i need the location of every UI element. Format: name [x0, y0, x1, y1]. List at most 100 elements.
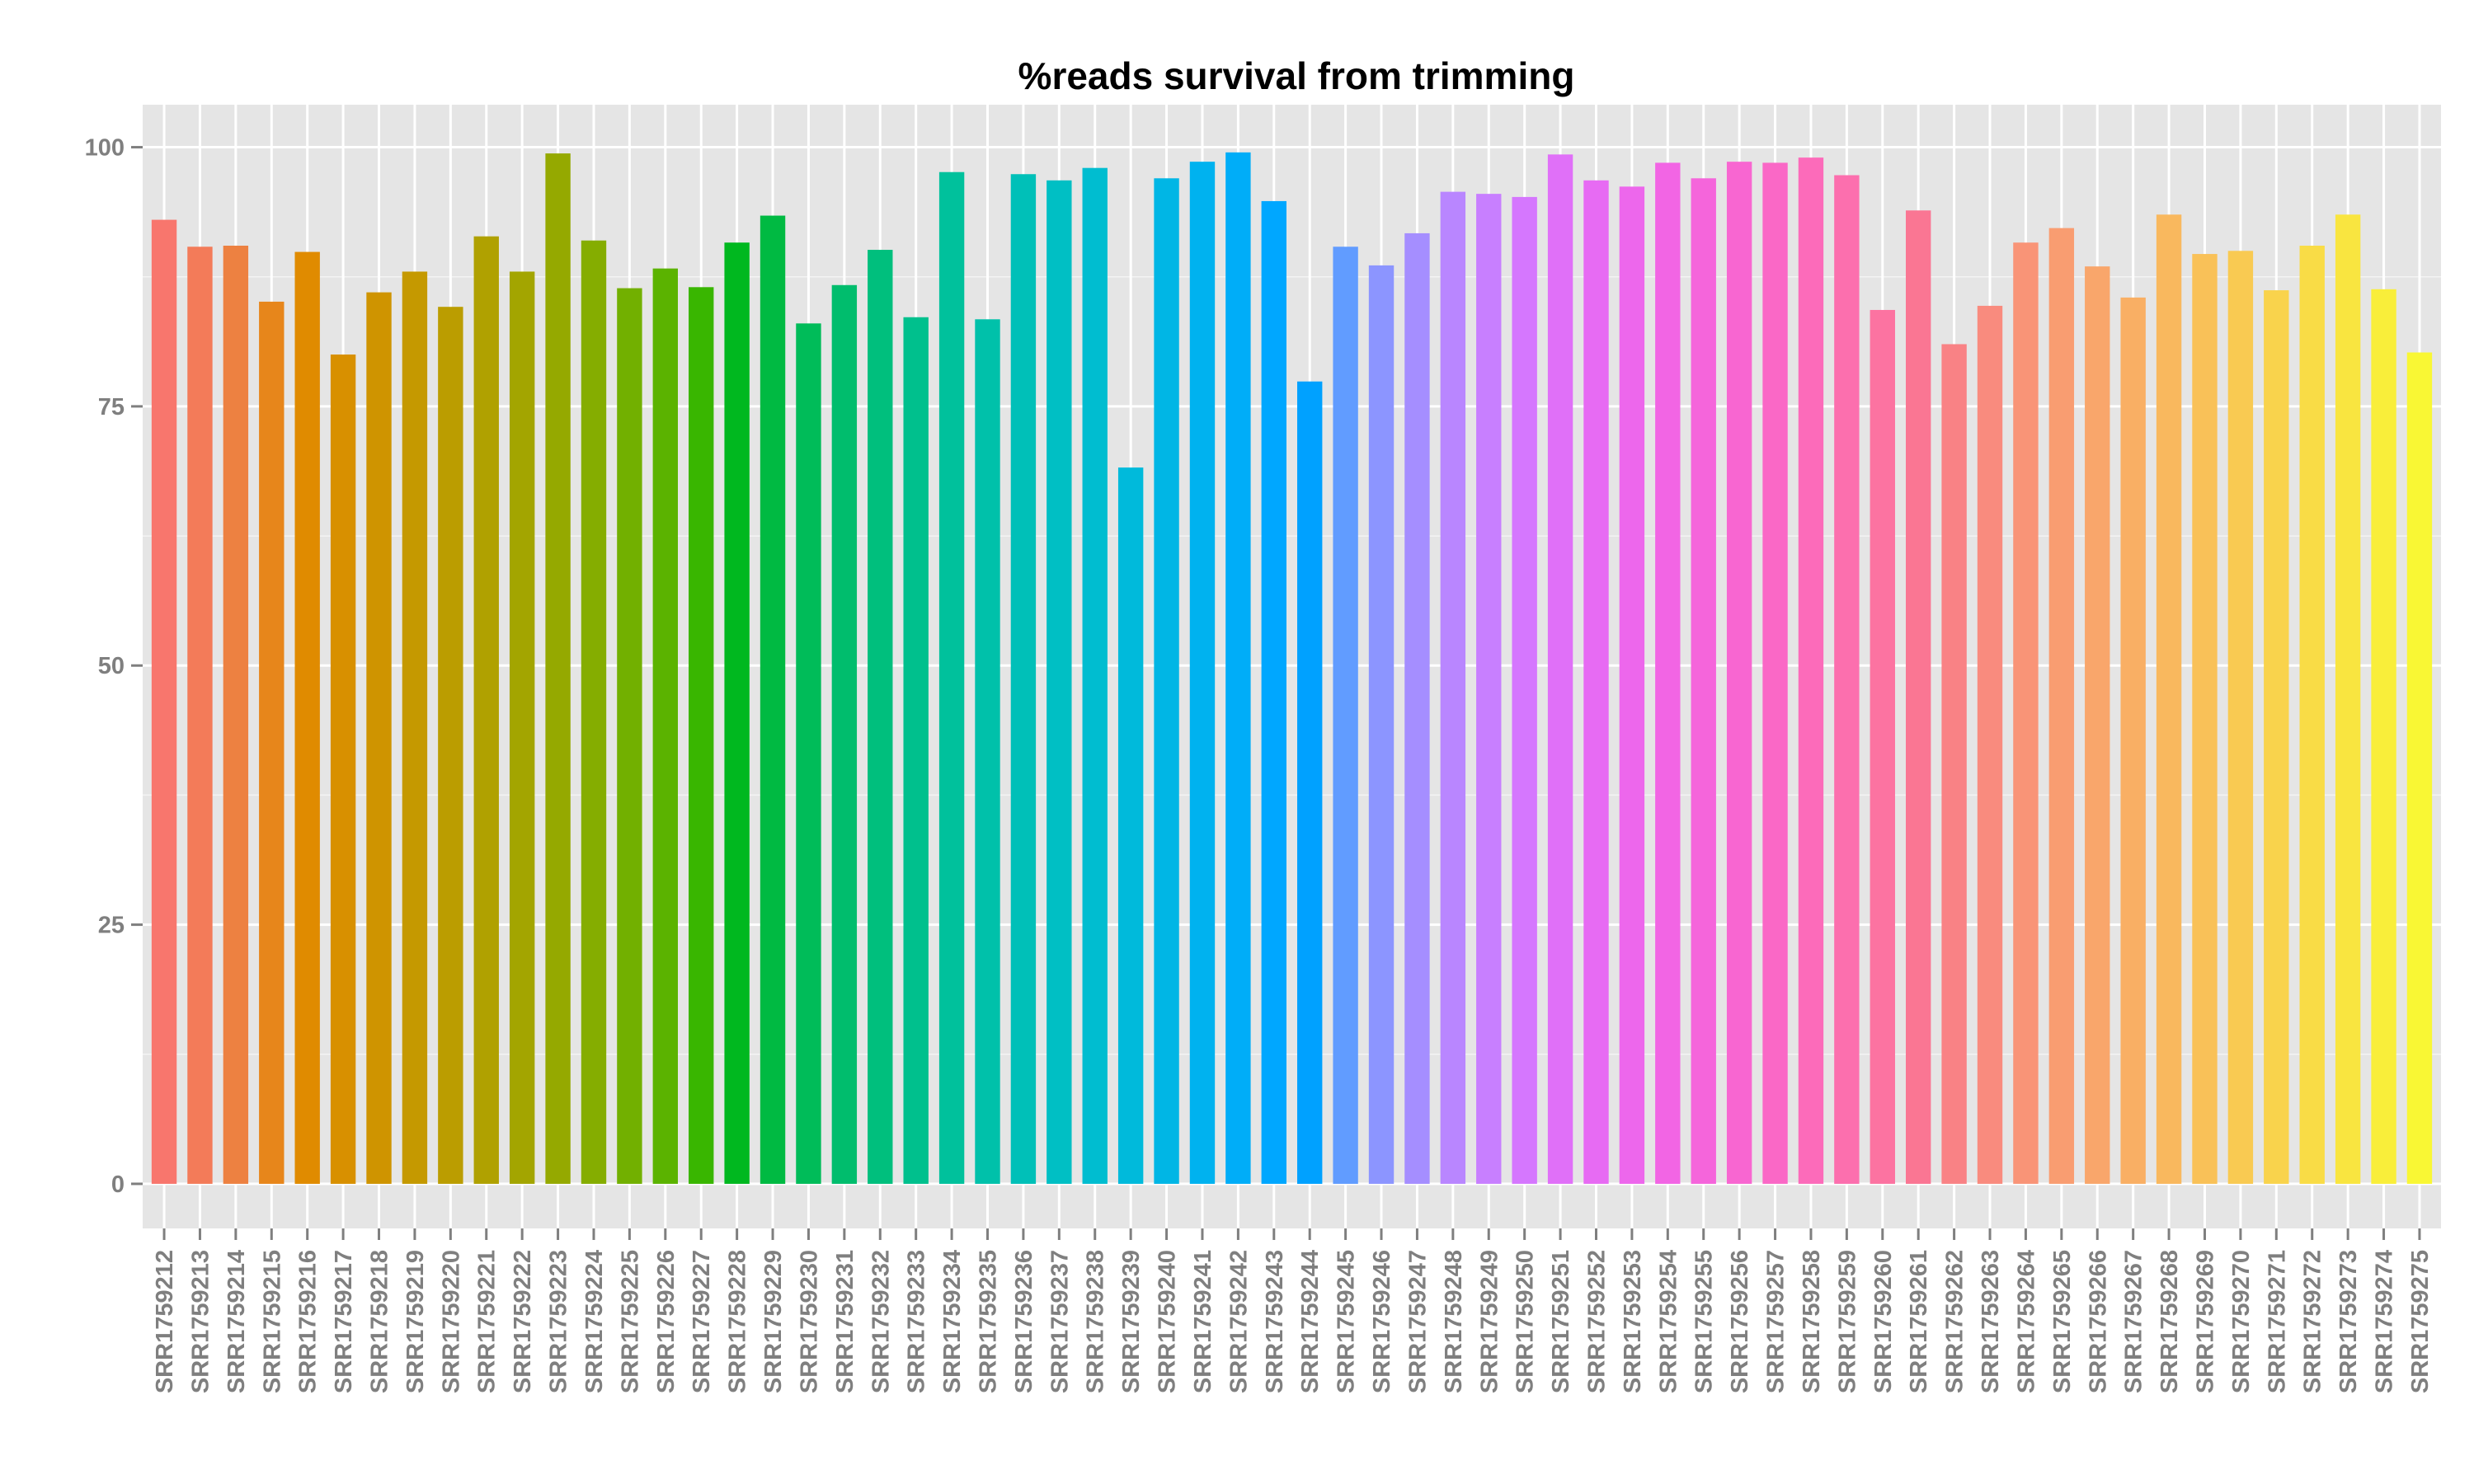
bar-SRR1759226 [652, 268, 678, 1184]
y-tick-label: 100 [85, 135, 125, 162]
bar-SRR1759212 [151, 219, 177, 1184]
x-tick-label: SRR1759263 [1978, 1250, 2004, 1393]
x-tick-label: SRR1759237 [1047, 1250, 1073, 1393]
x-tick-label: SRR1759274 [2372, 1250, 2398, 1393]
x-tick-label: SRR1759273 [2335, 1250, 2362, 1393]
x-tick-label: SRR1759223 [546, 1250, 572, 1393]
bar-SRR1759217 [330, 355, 356, 1184]
bar-SRR1759225 [617, 288, 642, 1184]
bar-SRR1759215 [259, 301, 285, 1184]
x-tick-label: SRR1759266 [2085, 1250, 2111, 1393]
x-tick-label: SRR1759217 [331, 1250, 357, 1393]
x-tick-label: SRR1759254 [1655, 1250, 1681, 1393]
x-tick-label: SRR1759271 [2264, 1250, 2290, 1393]
y-tick-label: 50 [98, 653, 125, 679]
x-tick-label: SRR1759216 [295, 1250, 322, 1393]
x-tick-label: SRR1759234 [939, 1250, 966, 1393]
x-tick-label: SRR1759253 [1620, 1250, 1646, 1393]
x-axis: SRR1759212 SRR1759213 SRR1759214 SRR1759215… [152, 1228, 2434, 1393]
x-tick-label: SRR1759248 [1441, 1250, 1467, 1393]
x-tick-label: SRR1759265 [2049, 1250, 2076, 1393]
y-tick-label: 25 [98, 913, 125, 939]
bar-SRR1759231 [831, 284, 858, 1184]
y-tick-label: 0 [111, 1172, 125, 1198]
bar-SRR1759237 [1047, 180, 1072, 1184]
x-tick-label: SRR1759260 [1870, 1250, 1897, 1393]
bar-SRR1759241 [1189, 162, 1216, 1184]
bar-SRR1759251 [1547, 154, 1573, 1184]
x-tick-label: SRR1759246 [1369, 1250, 1395, 1393]
bar-SRR1759221 [473, 236, 499, 1184]
chart-title: %reads survival from trimming [1018, 54, 1575, 97]
bar-SRR1759253 [1619, 186, 1645, 1184]
x-tick-label: SRR1759269 [2192, 1250, 2218, 1393]
bar-SRR1759259 [1834, 175, 1860, 1184]
bar-SRR1759257 [1762, 162, 1788, 1184]
bar-SRR1759233 [903, 317, 929, 1184]
bar-SRR1759263 [1977, 305, 2003, 1184]
x-tick-label: SRR1759258 [1799, 1250, 1825, 1393]
x-tick-label: SRR1759257 [1763, 1250, 1790, 1393]
x-tick-label: SRR1759218 [367, 1250, 393, 1393]
x-tick-label: SRR1759227 [689, 1250, 715, 1393]
x-tick-label: SRR1759245 [1333, 1250, 1360, 1393]
bar-SRR1759271 [2264, 290, 2289, 1184]
x-tick-label: SRR1759226 [653, 1250, 680, 1393]
x-tick-label: SRR1759233 [904, 1250, 930, 1393]
bar-SRR1759222 [509, 271, 535, 1184]
bar-SRR1759268 [2156, 214, 2182, 1184]
x-tick-label: SRR1759275 [2407, 1250, 2434, 1393]
bar-SRR1759228 [724, 242, 750, 1184]
bar-SRR1759255 [1691, 178, 1716, 1184]
x-tick-label: SRR1759256 [1727, 1250, 1753, 1393]
bar-SRR1759256 [1726, 162, 1752, 1184]
x-tick-label: SRR1759268 [2157, 1250, 2183, 1393]
x-tick-label: SRR1759230 [796, 1250, 822, 1393]
x-tick-label: SRR1759232 [868, 1250, 894, 1393]
x-tick-label: SRR1759241 [1190, 1250, 1216, 1393]
x-tick-label: SRR1759212 [152, 1250, 178, 1393]
bar-SRR1759258 [1798, 157, 1824, 1184]
bar-SRR1759239 [1117, 467, 1144, 1184]
bar-SRR1759246 [1368, 265, 1395, 1184]
x-tick-label: SRR1759239 [1118, 1250, 1145, 1393]
bar-SRR1759247 [1404, 232, 1430, 1184]
x-tick-label: SRR1759244 [1297, 1250, 1324, 1393]
x-tick-label: SRR1759222 [510, 1250, 536, 1393]
bar-SRR1759254 [1655, 162, 1681, 1184]
x-tick-label: SRR1759264 [2013, 1250, 2039, 1393]
bar-SRR1759261 [1906, 210, 1931, 1184]
bar-SRR1759272 [2299, 246, 2325, 1184]
bar-SRR1759227 [689, 287, 714, 1184]
bar-SRR1759220 [438, 307, 463, 1184]
bar-SRR1759248 [1440, 191, 1466, 1184]
bar-SRR1759270 [2227, 251, 2254, 1184]
x-tick-label: SRR1759252 [1583, 1250, 1610, 1393]
bar-SRR1759229 [760, 215, 786, 1184]
bar-SRR1759252 [1583, 180, 1609, 1184]
bar-SRR1759219 [402, 271, 428, 1184]
x-tick-label: SRR1759225 [617, 1250, 643, 1393]
x-tick-label: SRR1759247 [1404, 1250, 1431, 1393]
x-tick-label: SRR1759261 [1906, 1250, 1932, 1393]
bar-SRR1759236 [1010, 174, 1037, 1184]
bar-SRR1759238 [1082, 167, 1108, 1184]
bar-SRR1759269 [2192, 254, 2218, 1184]
bar-SRR1759264 [2013, 242, 2039, 1184]
x-tick-label: SRR1759228 [725, 1250, 751, 1393]
bar-SRR1759235 [975, 319, 1000, 1184]
x-tick-label: SRR1759231 [832, 1250, 858, 1393]
y-tick-label: 75 [98, 394, 125, 420]
x-tick-label: SRR1759272 [2300, 1250, 2326, 1393]
bar-SRR1759245 [1333, 247, 1358, 1184]
bar-SRR1759242 [1225, 152, 1251, 1184]
bar-SRR1759275 [2406, 352, 2433, 1184]
x-tick-label: SRR1759236 [1011, 1250, 1037, 1393]
bar-SRR1759232 [868, 250, 893, 1184]
bar-SRR1759243 [1261, 200, 1286, 1184]
bar-SRR1759223 [545, 153, 571, 1184]
x-tick-label: SRR1759243 [1262, 1250, 1288, 1393]
bar-SRR1759234 [938, 171, 965, 1184]
